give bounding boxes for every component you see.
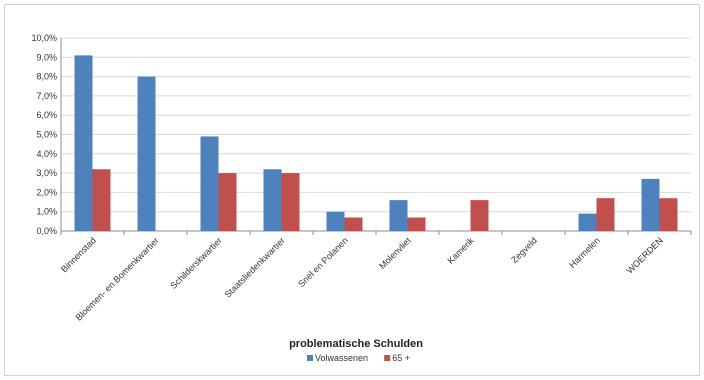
bar-volwassenen: [74, 55, 93, 232]
y-tick-label: 9,0%: [36, 52, 57, 62]
x-axis-title: problematische Schulden: [289, 338, 423, 350]
bar-chart: 0,0% 1,0% 2,0% 3,0% 4,0% 5,0% 6,0% 7,0% 8,0% 9,0%…: [31, 33, 692, 363]
x-category-label: Binnenstad: [59, 235, 98, 274]
legend-swatch: [307, 355, 313, 361]
x-category-label: WOERDEN: [625, 235, 665, 275]
bar-65plus: [92, 169, 111, 231]
y-tick-label: 1,0%: [36, 207, 57, 217]
x-category-label: Molenvliet: [377, 235, 413, 271]
bar-65plus: [218, 173, 237, 231]
legend-label: Volwassenen: [315, 353, 368, 363]
bar-65plus: [659, 198, 678, 231]
bar-65plus: [281, 173, 300, 231]
bar-65plus: [596, 198, 615, 231]
bar-65plus: [407, 217, 426, 231]
legend-swatch: [384, 355, 391, 361]
bar-volwassenen: [578, 213, 597, 231]
x-category-label: Harmelen: [567, 235, 602, 270]
bar-volwassenen: [200, 136, 219, 231]
chart-frame: 0,0% 1,0% 2,0% 3,0% 4,0% 5,0% 6,0% 7,0% 8,0% 9,0%…: [4, 4, 700, 376]
bar-volwassenen: [263, 169, 282, 231]
x-category-label: Schilderskwartier: [168, 235, 224, 291]
x-category-label: Kamerik: [445, 235, 476, 266]
x-category-label: Snel en Polanen: [296, 235, 350, 289]
y-tick-label: 6,0%: [36, 110, 57, 120]
y-tick-label: 3,0%: [36, 168, 57, 178]
y-tick-label: 4,0%: [36, 149, 57, 159]
bar-65plus: [470, 200, 489, 231]
bar-volwassenen: [137, 76, 156, 231]
y-tick-label: 0,0%: [36, 226, 57, 236]
legend-label: 65 +: [392, 353, 410, 363]
bar-65plus: [344, 217, 363, 231]
x-category-label: Zegveld: [509, 235, 539, 265]
y-tick-label: 7,0%: [36, 91, 57, 101]
x-category-label: Staatsliedenkwartier: [223, 235, 287, 299]
y-tick-label: 10,0%: [31, 33, 57, 43]
bar-volwassenen: [326, 211, 345, 231]
y-tick-label: 2,0%: [36, 187, 57, 197]
bar-volwassenen: [641, 178, 660, 231]
y-tick-label: 8,0%: [36, 72, 57, 82]
bar-volwassenen: [389, 200, 408, 231]
y-tick-label: 5,0%: [36, 130, 57, 140]
